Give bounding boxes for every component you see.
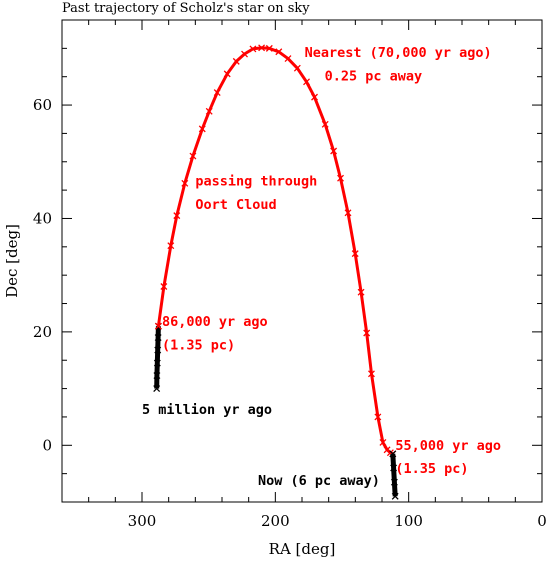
trajectory-recent-marker (390, 478, 398, 486)
trajectory-oort-marker (321, 120, 329, 128)
trajectory-oort-marker (275, 48, 283, 56)
trajectory-oort-marker (249, 45, 257, 53)
annotation: 5 million yr ago (142, 402, 272, 418)
annotation: 55,000 yr ago (395, 438, 501, 454)
trajectory-oort-marker (284, 55, 292, 63)
annotation: Oort Cloud (195, 197, 276, 213)
y-axis-label: Dec [deg] (3, 224, 21, 298)
trajectory-oort-marker (344, 209, 352, 217)
trajectory-oort-marker (293, 64, 301, 72)
annotations: Nearest (70,000 yr ago) 0.25 pc away passi… (142, 45, 501, 489)
annotation: passing through (195, 174, 317, 190)
plot-frame (61, 19, 543, 503)
trajectory-oort-marker (167, 242, 175, 250)
trajectory-oort-marker (357, 288, 365, 296)
trajectory-recent-marker (389, 450, 397, 458)
trajectory-oort-marker (303, 78, 310, 86)
x-tick-label: 100 (394, 512, 423, 530)
trajectory-recent-marker (391, 492, 399, 500)
trajectory-past-marker (153, 359, 161, 367)
trajectory-oort-marker (337, 174, 344, 182)
trajectory-past-marker (153, 385, 161, 393)
y-tick-label: 40 (33, 209, 52, 227)
trajectory-oort-marker (330, 147, 338, 155)
trajectory-oort-marker (160, 283, 168, 290)
trajectory-oort-marker (189, 152, 197, 160)
trajectory-oort-marker (379, 438, 387, 446)
trajectory-oort-marker (181, 179, 189, 187)
trajectory-past-marker (154, 346, 162, 354)
annotation: 0.25 pc away (325, 69, 423, 85)
ticks (61, 20, 543, 503)
trajectory-oort-marker (205, 107, 213, 115)
tick-labels: 300 200 100 0 0 20 40 60 (33, 96, 547, 530)
trajectory-oort-marker (368, 370, 375, 378)
trajectory-past-marker (153, 372, 161, 380)
trajectory (153, 44, 399, 500)
trajectory-oort-marker (173, 212, 181, 220)
trajectory-oort-marker (351, 250, 359, 258)
trajectory-oort-marker (374, 413, 382, 421)
y-tick-label: 20 (33, 323, 52, 341)
x-axis-label: RA [deg] (269, 540, 336, 558)
annotation: Now (6 pc away) (258, 473, 380, 489)
trajectory-oort-marker (311, 93, 318, 101)
y-tick-label: 0 (42, 436, 52, 454)
annotation: (1.35 pc) (395, 461, 468, 477)
x-tick-label: 200 (261, 512, 290, 530)
trajectory-oort-marker (198, 125, 206, 133)
trajectory-oort-marker (154, 322, 162, 330)
annotation: Nearest (70,000 yr ago) (305, 45, 492, 61)
annotation: (1.35 pc) (162, 337, 235, 353)
trajectory-oort-marker (265, 44, 273, 52)
trajectory-recent-marker (390, 464, 398, 472)
trajectory-oort-marker (223, 70, 231, 78)
chart-title: Past trajectory of Scholz's star on sky (62, 1, 310, 16)
trajectory-oort-marker (241, 50, 248, 58)
trajectory-past-line (154, 326, 161, 389)
trajectory-recent-line (390, 453, 398, 497)
y-tick-label: 60 (33, 96, 52, 114)
x-tick-label: 0 (537, 512, 547, 530)
trajectory-past-marker (154, 334, 162, 342)
trajectory-oort-marker (232, 57, 240, 65)
annotation: 86,000 yr ago (162, 314, 268, 330)
trajectory-oort-marker (363, 329, 371, 337)
trajectory-oort-marker (258, 44, 266, 52)
trajectory-oort-marker (213, 89, 221, 97)
x-tick-label: 300 (128, 512, 157, 530)
